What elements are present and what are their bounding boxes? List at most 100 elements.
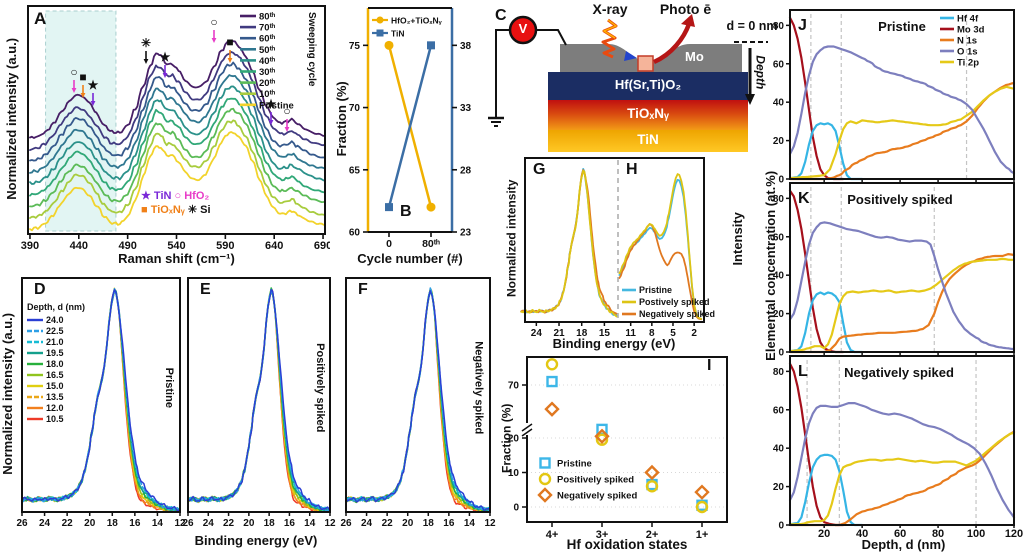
svg-text:5: 5 xyxy=(670,328,676,339)
voltmeter-label: V xyxy=(518,21,528,36)
panel-b-fraction-chart: 60 65 70 75 23 28 33 38 0 80ᵗʰ HfO₂+TiOₓNᵧ TiN xyxy=(349,7,472,250)
svg-text:24: 24 xyxy=(531,328,543,339)
svg-text:10.5: 10.5 xyxy=(46,414,64,424)
svg-text:★: ★ xyxy=(88,78,99,92)
panels-jkl-y-axis-label: Elemental concentration (at.%) xyxy=(763,170,779,361)
svg-text:HfO₂+TiOₓNᵧ: HfO₂+TiOₓNᵧ xyxy=(391,16,443,26)
svg-text:390: 390 xyxy=(21,240,39,252)
svg-text:16.5: 16.5 xyxy=(46,370,64,380)
svg-text:10: 10 xyxy=(508,468,520,479)
svg-text:80ᵗʰ: 80ᵗʰ xyxy=(259,12,276,23)
svg-text:12: 12 xyxy=(484,518,496,529)
svg-text:14: 14 xyxy=(152,518,164,529)
svg-text:★: ★ xyxy=(266,97,277,111)
panels-def-y-axis-label: Normalized intensity (a.u.) xyxy=(0,312,16,475)
svg-text:1+: 1+ xyxy=(696,529,709,541)
tin-layer-label: TiN xyxy=(637,132,659,147)
panel-a-x-axis-label: Raman shift (cm⁻¹) xyxy=(118,251,235,266)
svg-text:16: 16 xyxy=(443,518,455,529)
svg-text:Mo 3d: Mo 3d xyxy=(957,25,985,36)
svg-text:20: 20 xyxy=(773,136,785,147)
svg-text:20: 20 xyxy=(773,309,785,320)
svg-text:70: 70 xyxy=(349,103,361,114)
svg-text:12: 12 xyxy=(324,518,336,529)
svg-text:24.0: 24.0 xyxy=(46,315,64,325)
svg-text:3+: 3+ xyxy=(596,529,609,541)
svg-text:50ᵗʰ: 50ᵗʰ xyxy=(259,45,276,56)
svg-text:Pristine: Pristine xyxy=(259,100,294,111)
svg-text:20: 20 xyxy=(84,518,96,529)
panel-i-x-axis-label: Hf oxidation states xyxy=(566,537,688,552)
svg-text:100: 100 xyxy=(967,528,985,540)
svg-text:16: 16 xyxy=(284,518,296,529)
svg-text:Negatively spiked: Negatively spiked xyxy=(557,491,637,502)
svg-text:23: 23 xyxy=(460,228,472,239)
svg-text:20: 20 xyxy=(508,434,520,445)
svg-text:0: 0 xyxy=(778,348,784,359)
depth-axis-label: Depth xyxy=(753,55,768,90)
svg-text:75: 75 xyxy=(349,41,361,52)
svg-text:440: 440 xyxy=(70,240,88,252)
svg-text:O 1s: O 1s xyxy=(957,47,978,58)
svg-text:20: 20 xyxy=(818,528,830,540)
svg-text:65: 65 xyxy=(349,165,361,176)
svg-text:22: 22 xyxy=(223,518,235,529)
svg-text:12: 12 xyxy=(174,518,186,529)
svg-text:60: 60 xyxy=(894,528,906,540)
panel-a-raman-chart: 390 440 490 540 590 640 690 80ᵗʰ70ᵗʰ60ᵗʰ50ᵗʰ40ᵗ… xyxy=(21,5,330,252)
svg-text:26: 26 xyxy=(16,518,28,529)
svg-text:Hf 4f: Hf 4f xyxy=(957,14,979,25)
svg-text:Ti 2p: Ti 2p xyxy=(957,58,979,69)
svg-text:Sweeping cycle: Sweeping cycle xyxy=(306,12,317,87)
svg-text:70ᵗʰ: 70ᵗʰ xyxy=(259,23,276,34)
svg-text:18.0: 18.0 xyxy=(46,359,64,369)
hfo-layer-label: Hf(Sr,Ti)O₂ xyxy=(614,77,682,92)
svg-text:33: 33 xyxy=(460,103,472,114)
svg-text:N 1s: N 1s xyxy=(957,36,977,47)
svg-text:40ᵗʰ: 40ᵗʰ xyxy=(259,56,276,67)
depth-arrow-icon xyxy=(745,94,755,105)
panel-b-label: B xyxy=(400,203,412,220)
svg-text:24: 24 xyxy=(361,518,373,529)
panels-gh-x-axis-label: Binding energy (eV) xyxy=(552,336,676,351)
svg-text:18: 18 xyxy=(423,518,435,529)
svg-text:4+: 4+ xyxy=(546,529,559,541)
svg-text:2: 2 xyxy=(691,328,697,339)
svg-text:✳: ✳ xyxy=(141,36,151,50)
svg-text:Depth, d (nm): Depth, d (nm) xyxy=(27,302,85,312)
svg-text:40: 40 xyxy=(773,271,785,282)
svg-text:22.5: 22.5 xyxy=(46,326,64,336)
svg-text:■ TiOₓNᵧ ✳ Si: ■ TiOₓNᵧ ✳ Si xyxy=(141,204,211,216)
svg-text:21.0: 21.0 xyxy=(46,337,64,347)
panels-jkl-x-axis-label: Depth, d (nm) xyxy=(861,537,946,552)
svg-text:○: ○ xyxy=(70,65,77,79)
svg-text:2+: 2+ xyxy=(646,529,659,541)
svg-text:19.5: 19.5 xyxy=(46,348,64,358)
svg-text:0: 0 xyxy=(778,175,784,186)
emission-spot xyxy=(637,55,654,72)
svg-text:60: 60 xyxy=(349,228,361,239)
svg-text:60: 60 xyxy=(773,405,785,416)
photoelectron-arrow-icon xyxy=(653,23,692,65)
svg-text:640: 640 xyxy=(265,240,283,252)
panel-f-condition-label: Negatively spiked xyxy=(472,341,485,435)
svg-text:80: 80 xyxy=(773,21,785,32)
xray-arrowhead-icon xyxy=(624,51,637,61)
svg-text:40: 40 xyxy=(773,444,785,455)
panel-k-title: Positively spiked xyxy=(847,192,953,207)
svg-text:TiN: TiN xyxy=(391,29,405,39)
svg-text:★ TiN ○ HfO₂: ★ TiN ○ HfO₂ xyxy=(141,190,209,202)
svg-text:18: 18 xyxy=(576,328,588,339)
svg-text:★: ★ xyxy=(160,50,171,64)
svg-text:Negatively spiked: Negatively spiked xyxy=(639,309,715,319)
svg-text:80: 80 xyxy=(773,194,785,205)
panel-b-x-axis-label: Cycle number (#) xyxy=(357,251,463,266)
panels-def-x-axis-label: Binding energy (eV) xyxy=(194,533,318,548)
svg-text:18: 18 xyxy=(107,518,119,529)
svg-text:690: 690 xyxy=(314,240,330,252)
panel-l-title: Negatively spiked xyxy=(844,365,954,380)
svg-text:14: 14 xyxy=(464,518,476,529)
svg-text:24: 24 xyxy=(39,518,51,529)
svg-text:20ᵗʰ: 20ᵗʰ xyxy=(259,78,276,89)
svg-text:40: 40 xyxy=(773,98,785,109)
